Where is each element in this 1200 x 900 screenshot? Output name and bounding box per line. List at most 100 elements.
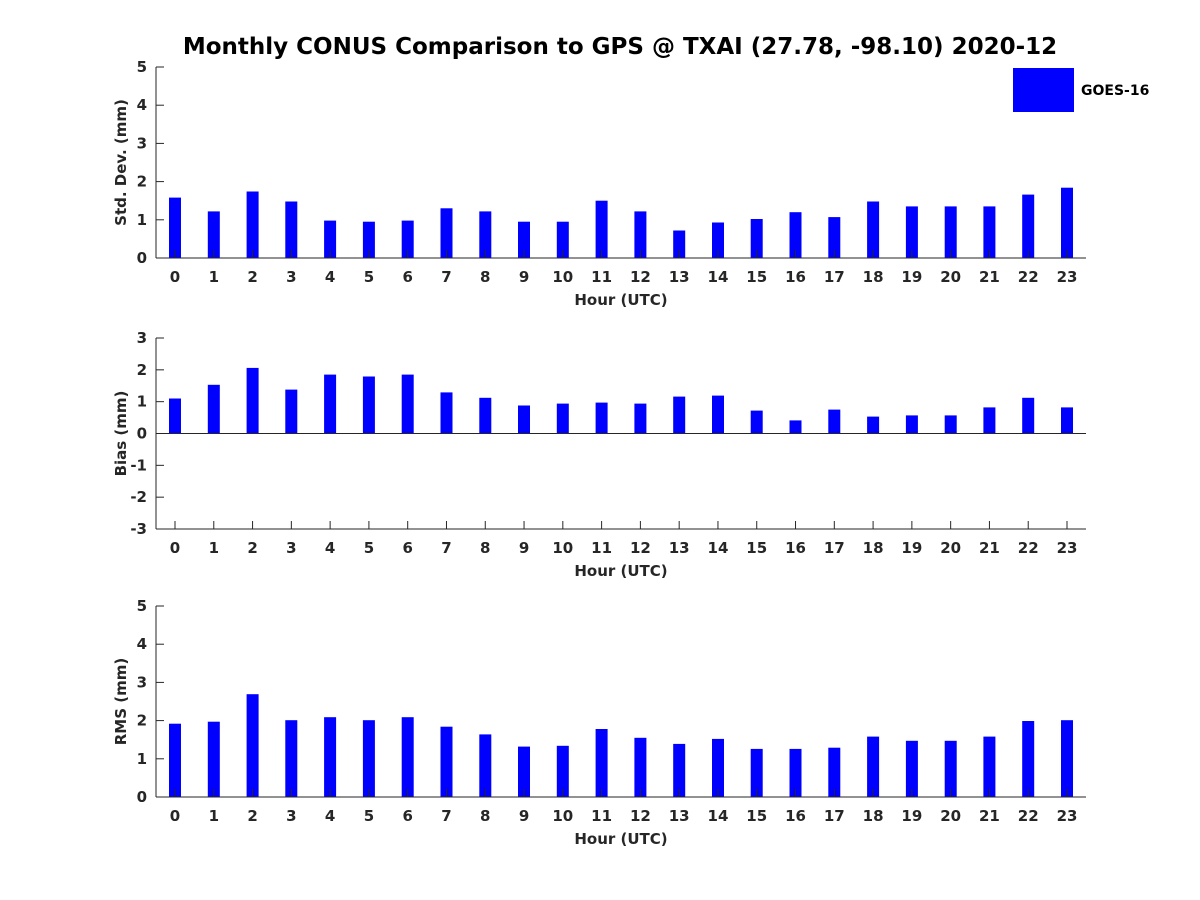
x-tick-label: 5	[364, 807, 374, 825]
bar-hour-9	[518, 221, 530, 258]
x-tick-label: 13	[669, 807, 690, 825]
x-tick-label: 20	[940, 268, 961, 286]
x-tick-label: 23	[1057, 268, 1078, 286]
bar-hour-14	[712, 222, 724, 258]
bar-hour-22	[1022, 721, 1035, 797]
bar-hour-11	[595, 200, 608, 258]
bar-hour-15	[750, 219, 763, 258]
x-tick-label: 16	[785, 539, 806, 557]
bar-hour-4	[324, 220, 337, 258]
x-tick-label: 1	[209, 539, 219, 557]
x-tick-label: 22	[1018, 539, 1039, 557]
y-axis-label: RMS (mm)	[112, 658, 130, 745]
bar-hour-22	[1022, 397, 1035, 434]
x-tick-label: 12	[630, 539, 651, 557]
bar-hour-7	[440, 208, 453, 258]
bar-hour-18	[867, 201, 880, 258]
bar-hour-8	[479, 397, 492, 434]
bar-hour-6	[401, 220, 414, 258]
bar-hour-21	[983, 407, 996, 434]
bar-hour-23	[1061, 720, 1073, 797]
x-tick-label: 20	[940, 539, 961, 557]
x-tick-label: 3	[286, 807, 296, 825]
bar-hour-18	[867, 736, 880, 797]
y-tick-label: 1	[137, 393, 147, 411]
x-tick-label: 11	[591, 807, 612, 825]
y-tick-label: 0	[137, 425, 147, 443]
x-tick-label: 10	[552, 539, 573, 557]
bar-hour-21	[983, 736, 996, 797]
bar-hour-1	[207, 721, 220, 797]
bar-hour-17	[828, 409, 841, 434]
x-tick-label: 17	[824, 807, 845, 825]
bar-hour-23	[1061, 187, 1073, 258]
bar-hour-13	[673, 396, 686, 434]
bar-hour-5	[362, 720, 375, 797]
x-tick-label: 23	[1057, 807, 1078, 825]
x-tick-label: 22	[1018, 807, 1039, 825]
x-tick-label: 22	[1018, 268, 1039, 286]
x-tick-label: 14	[708, 268, 729, 286]
bar-hour-3	[285, 720, 298, 797]
y-tick-label: 5	[137, 597, 147, 615]
x-tick-label: 4	[325, 539, 335, 557]
x-tick-label: 6	[402, 807, 412, 825]
bar-hour-1	[207, 211, 220, 258]
bar-hour-16	[789, 212, 802, 258]
x-tick-label: 6	[402, 268, 412, 286]
x-tick-label: 8	[480, 807, 490, 825]
bar-hour-8	[479, 211, 492, 258]
x-tick-label: 18	[863, 807, 884, 825]
bar-hour-2	[246, 367, 259, 434]
x-axis-label: Hour (UTC)	[574, 830, 667, 848]
y-tick-label: 1	[137, 211, 147, 229]
x-tick-label: 11	[591, 539, 612, 557]
y-tick-label: -3	[130, 520, 147, 538]
y-tick-label: 3	[137, 673, 147, 691]
x-tick-label: 1	[209, 268, 219, 286]
x-tick-label: 15	[746, 268, 767, 286]
bar-hour-0	[169, 723, 181, 797]
x-axis-label: Hour (UTC)	[574, 291, 667, 309]
bar-hour-0	[169, 197, 181, 258]
x-tick-label: 18	[863, 268, 884, 286]
x-tick-label: 0	[170, 539, 180, 557]
x-tick-label: 13	[669, 539, 690, 557]
x-tick-label: 3	[286, 268, 296, 286]
bar-hour-13	[673, 743, 686, 797]
y-tick-label: 0	[137, 788, 147, 806]
bar-hour-19	[905, 740, 918, 797]
x-tick-label: 16	[785, 807, 806, 825]
x-tick-label: 5	[364, 539, 374, 557]
bar-hour-4	[324, 374, 337, 434]
bar-hour-12	[634, 737, 647, 797]
x-tick-label: 1	[209, 807, 219, 825]
y-tick-label: 4	[137, 96, 147, 114]
bar-hour-20	[944, 415, 957, 434]
x-tick-label: 17	[824, 268, 845, 286]
bar-hour-12	[634, 211, 647, 258]
y-tick-label: 2	[137, 361, 147, 379]
bar-hour-5	[362, 221, 375, 258]
x-tick-label: 5	[364, 268, 374, 286]
bar-hour-6	[401, 374, 414, 434]
x-tick-label: 14	[708, 807, 729, 825]
y-tick-label: -2	[130, 488, 147, 506]
x-tick-label: 8	[480, 268, 490, 286]
y-tick-label: 3	[137, 134, 147, 152]
bar-hour-7	[440, 392, 453, 434]
bar-hour-20	[944, 206, 957, 258]
x-tick-label: 14	[708, 539, 729, 557]
x-tick-label: 7	[441, 539, 451, 557]
bar-hour-15	[750, 410, 763, 434]
legend-swatch	[1013, 68, 1074, 112]
bar-hour-4	[324, 717, 337, 797]
bar-hour-16	[789, 748, 802, 797]
x-tick-label: 8	[480, 539, 490, 557]
x-tick-label: 19	[901, 807, 922, 825]
bar-hour-22	[1022, 194, 1035, 258]
bar-hour-16	[789, 420, 802, 434]
